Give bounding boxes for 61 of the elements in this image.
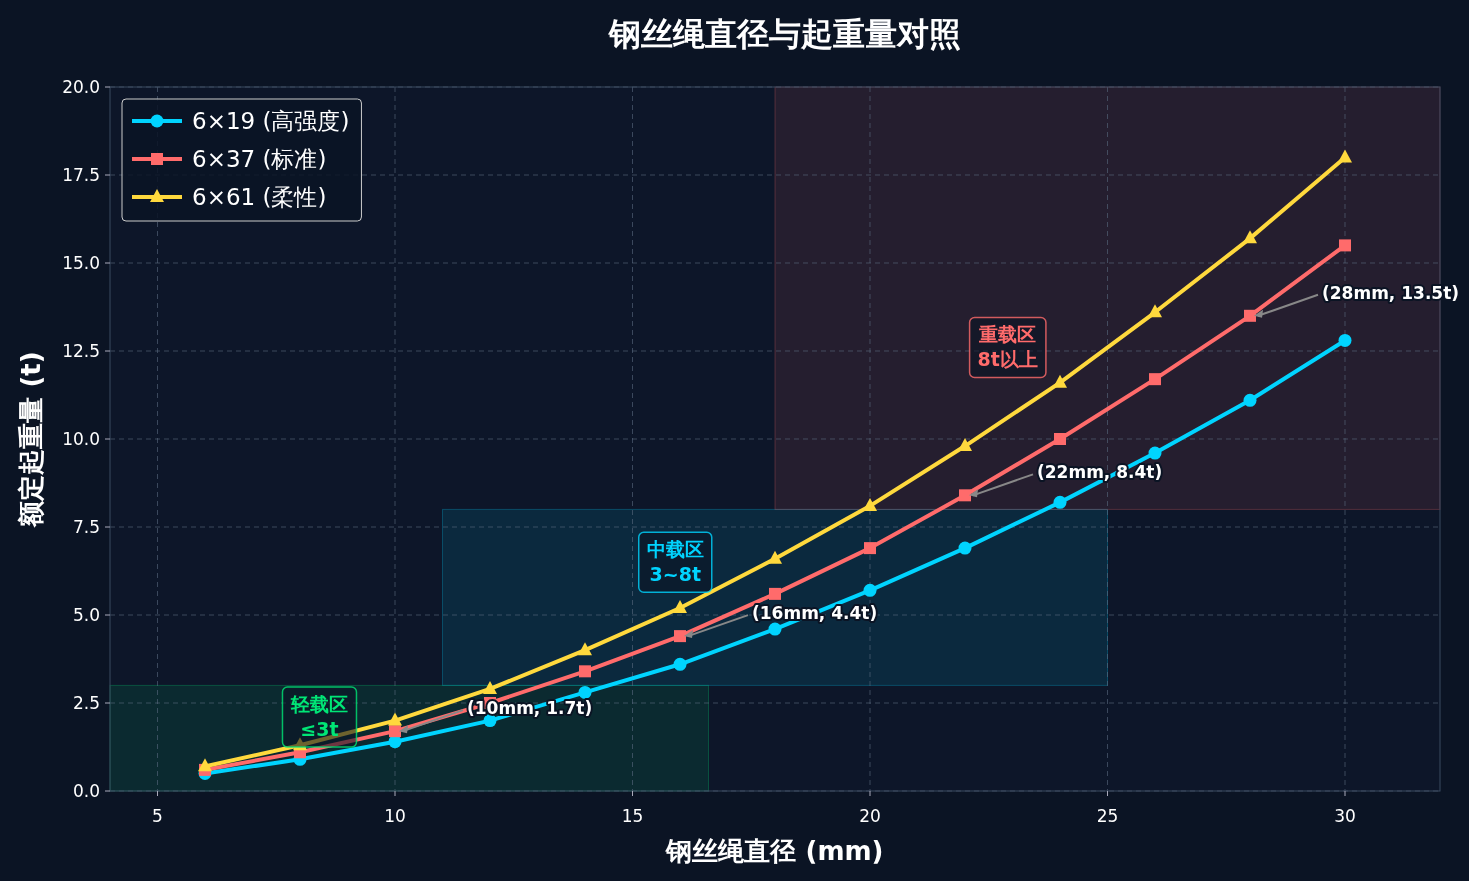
legend-label: 6×61 (柔性) xyxy=(192,184,327,210)
x-tick-label: 25 xyxy=(1096,806,1119,826)
y-tick-label: 10.0 xyxy=(62,429,100,449)
point xyxy=(579,665,591,678)
point xyxy=(958,541,972,555)
legend-label: 6×19 (高强度) xyxy=(192,108,350,134)
y-tick-label: 12.5 xyxy=(62,341,100,361)
point xyxy=(1243,393,1257,407)
band-label: 重载区 8t以上 xyxy=(977,323,1038,371)
x-tick-label: 5 xyxy=(152,806,163,826)
point xyxy=(1339,239,1351,252)
x-tick-label: 15 xyxy=(621,806,644,826)
y-tick-label: 20.0 xyxy=(62,77,100,97)
annotation: (28mm, 13.5t) xyxy=(1322,282,1460,303)
chart-title: 钢丝绳直径与起重量对照 xyxy=(607,15,961,53)
point xyxy=(959,489,971,502)
point xyxy=(578,685,592,699)
point xyxy=(1148,304,1162,318)
point xyxy=(1338,333,1352,347)
y-tick-label: 17.5 xyxy=(62,165,100,185)
band-label: 轻载区 ≤3t xyxy=(289,693,348,741)
point xyxy=(293,737,307,751)
x-tick-label: 20 xyxy=(859,806,881,826)
point xyxy=(578,642,592,656)
point xyxy=(768,550,782,564)
point xyxy=(1053,374,1067,388)
band-label: 重载区 8t以上 xyxy=(968,316,1047,379)
point xyxy=(1053,495,1067,509)
point xyxy=(483,680,497,694)
x-tick-label: 10 xyxy=(384,806,406,826)
legend-label: 6×37 (标准) xyxy=(192,146,327,172)
band-label: 中载区 3~8t xyxy=(646,538,704,586)
point xyxy=(673,657,687,671)
y-tick-label: 15.0 xyxy=(62,253,100,273)
point xyxy=(1148,446,1162,460)
point xyxy=(864,542,876,555)
point xyxy=(389,725,401,738)
y-tick-label: 5.0 xyxy=(72,605,100,625)
band-label: 中载区 3~8t xyxy=(638,531,713,593)
point xyxy=(769,587,781,600)
annotation: (22mm, 8.4t) xyxy=(1037,462,1163,483)
y-tick-label: 0.0 xyxy=(72,781,100,801)
point xyxy=(863,583,877,597)
point xyxy=(863,497,877,511)
y-tick-label: 2.5 xyxy=(72,693,100,713)
point xyxy=(768,622,782,636)
point xyxy=(388,712,402,726)
point xyxy=(1054,433,1066,445)
y-tick-label: 7.5 xyxy=(72,517,100,537)
point xyxy=(958,438,972,452)
point xyxy=(673,599,687,613)
point xyxy=(1244,309,1256,322)
x-axis-title: 钢丝绳直径 (mm) xyxy=(665,836,884,866)
point xyxy=(1149,373,1161,386)
point xyxy=(1243,230,1257,244)
x-tick-label: 30 xyxy=(1334,806,1356,826)
y-axis-title: 额定起重量 (t) xyxy=(16,351,46,528)
point xyxy=(198,758,212,772)
point xyxy=(1338,149,1352,163)
point xyxy=(674,630,686,643)
band-label: 轻载区 ≤3t xyxy=(281,686,358,748)
